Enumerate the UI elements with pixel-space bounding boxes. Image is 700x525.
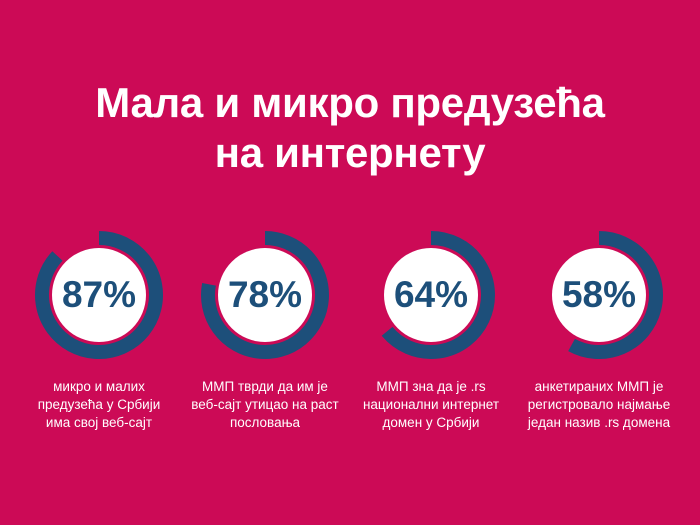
progress-arc — [35, 231, 163, 359]
progress-ring — [366, 230, 496, 360]
stat-description: микро и малих предузећа у Србији има сво… — [37, 379, 161, 430]
progress-center-circle — [384, 248, 478, 342]
title-line-1: Мала и микро предузећа — [95, 79, 605, 126]
stat-description: ММП зна да је .rs национални интернет до… — [362, 379, 500, 430]
progress-ring — [200, 230, 330, 360]
progress-ring — [534, 230, 664, 360]
page-title: Мала и микро предузећа на интернету — [0, 78, 700, 178]
progress-center-circle — [552, 248, 646, 342]
stat-percent: 78% — [227, 274, 303, 315]
progress-center-circle — [218, 248, 312, 342]
title-line-2: на интернету — [214, 129, 486, 176]
progress-arc — [568, 231, 663, 359]
stat-percent: 64% — [393, 274, 469, 315]
progress-center-circle — [52, 248, 146, 342]
stat-description: анкетираних ММП је регистровало најмање … — [527, 379, 671, 430]
progress-ring — [34, 230, 164, 360]
stat-percent: 87% — [61, 274, 137, 315]
stat-percent: 58% — [561, 274, 637, 315]
progress-arc — [381, 231, 495, 359]
stat-description: ММП тврди да им је веб-сајт утицао на ра… — [191, 379, 339, 430]
progress-arc — [201, 231, 329, 359]
